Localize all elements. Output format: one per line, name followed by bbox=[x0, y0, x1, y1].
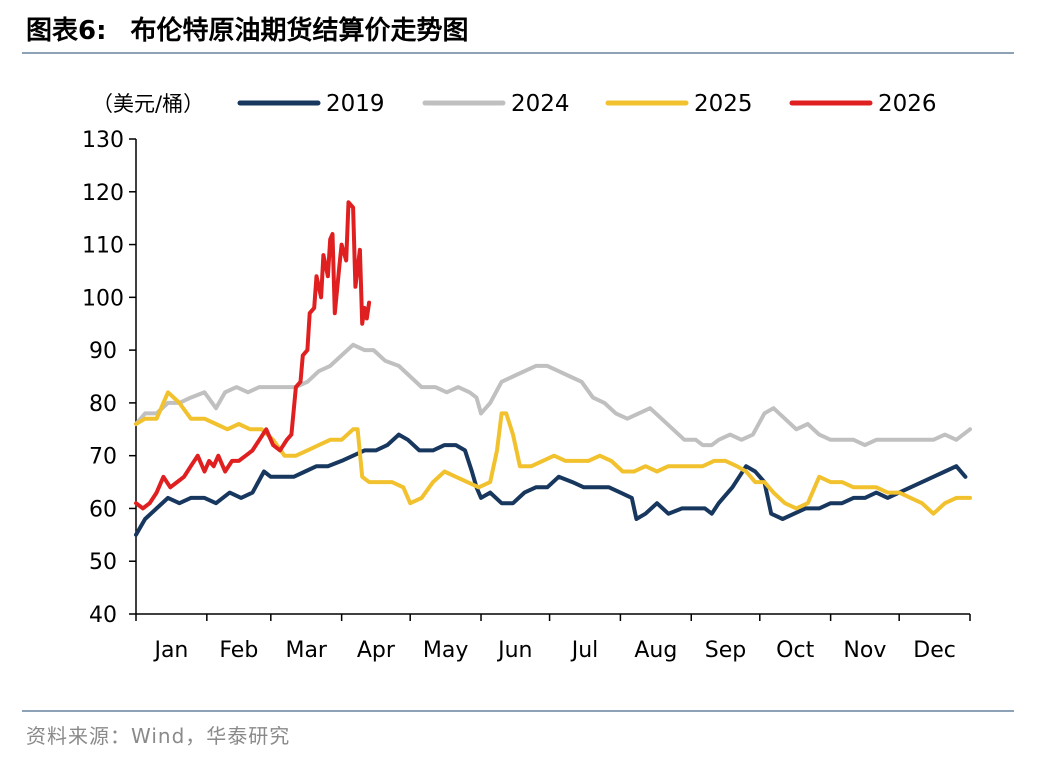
x-tick-label: Jun bbox=[496, 638, 532, 663]
figure-title: 图表6: 布伦特原油期货结算价走势图 bbox=[26, 14, 469, 48]
y-tick-label: 100 bbox=[82, 286, 124, 311]
y-tick-label: 40 bbox=[89, 603, 117, 628]
legend-label-2025: 2025 bbox=[694, 91, 753, 117]
y-tick-label: 50 bbox=[89, 550, 117, 575]
chart-legend: （美元/桶） 2019 2024 2025 2026 bbox=[92, 91, 937, 117]
series-line-2025 bbox=[134, 390, 972, 516]
legend-label-2026: 2026 bbox=[878, 91, 937, 117]
legend-label-2024: 2024 bbox=[511, 91, 570, 117]
x-tick-label: Dec bbox=[913, 638, 956, 663]
unit-label: （美元/桶） bbox=[92, 92, 204, 116]
figure-label: 图表6: bbox=[26, 16, 107, 46]
series-line-2026 bbox=[134, 200, 372, 511]
x-tick-label: Sep bbox=[705, 638, 746, 663]
x-tick-label: Jan bbox=[152, 638, 188, 663]
title-rule bbox=[22, 52, 1014, 54]
x-tick-label: Mar bbox=[285, 638, 327, 663]
series-lines bbox=[134, 200, 972, 537]
x-tick-label: Feb bbox=[219, 638, 258, 663]
x-axis: Jan Feb Mar Apr May Jun Jul Aug Sep Oct Nov Dec bbox=[135, 613, 971, 663]
legend-label-2019: 2019 bbox=[326, 91, 385, 117]
y-tick-label: 60 bbox=[89, 497, 117, 522]
y-tick-label: 120 bbox=[82, 181, 124, 206]
y-tick-label: 90 bbox=[89, 339, 117, 364]
y-tick-label: 130 bbox=[82, 128, 124, 153]
x-tick-label: May bbox=[423, 638, 468, 663]
series-line-2019 bbox=[134, 432, 968, 537]
x-tick-label: Oct bbox=[776, 638, 814, 663]
x-tick-label: Aug bbox=[634, 638, 677, 663]
y-tick-label: 80 bbox=[89, 392, 117, 417]
source-note: 资料来源：Wind，华泰研究 bbox=[26, 724, 291, 748]
y-tick-label: 110 bbox=[82, 234, 124, 259]
y-tick-label: 70 bbox=[89, 445, 117, 470]
source-rule bbox=[22, 710, 1014, 712]
figure-title-text: 布伦特原油期货结算价走势图 bbox=[130, 16, 469, 46]
x-tick-label: Apr bbox=[357, 638, 396, 663]
series-line-2024 bbox=[134, 342, 972, 448]
y-axis: 40 50 60 70 80 90 100 110 120 130 bbox=[82, 128, 137, 628]
x-tick-label: Nov bbox=[843, 638, 886, 663]
x-tick-label: Jul bbox=[570, 638, 599, 663]
